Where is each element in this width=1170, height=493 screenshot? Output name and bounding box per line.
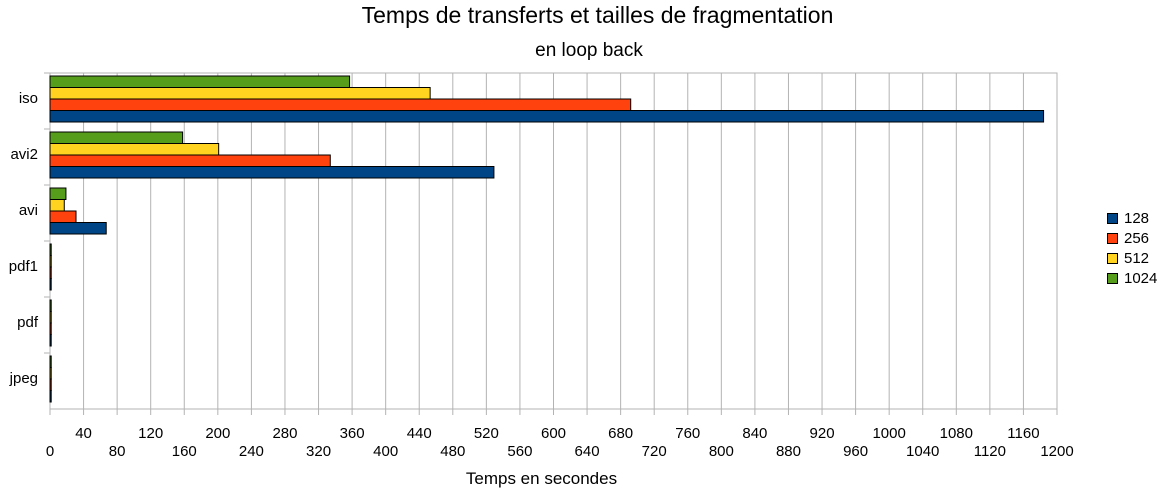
x-tick-label-600: 600 [541,425,566,442]
x-tick-label-560: 560 [507,443,532,460]
bar-pdf1-512 [49,255,52,268]
bar-pdf-128 [49,334,52,347]
legend-swatch-256 [1107,232,1118,244]
x-tick-label-520: 520 [474,425,499,442]
x-tick-label-400: 400 [373,443,398,460]
bar-iso-128 [49,110,1045,123]
legend-label-256: 256 [1124,229,1150,247]
legend-label-128: 128 [1124,209,1150,227]
chart-subtitle: en loop back [535,40,643,61]
bar-jpeg-512 [49,367,52,380]
legend-item-128: 128 [1107,208,1157,228]
legend-item-512: 512 [1107,248,1157,268]
x-tick-label-1200: 1200 [1040,443,1073,460]
legend-swatch-512 [1107,252,1118,264]
x-tick-label-720: 720 [642,443,667,460]
bar-avi-512 [49,199,65,212]
category-label-pdf: pdf [17,314,39,331]
bar-jpeg-1024 [49,355,52,368]
x-tick-label-960: 960 [843,443,868,460]
x-tick-label-1040: 1040 [906,443,939,460]
x-tick-label-320: 320 [306,443,331,460]
x-tick-label-1120: 1120 [974,443,1006,460]
bar-jpeg-256 [49,378,52,391]
bar-iso-256 [49,98,632,111]
x-tick-label-360: 360 [340,425,365,442]
bar-avi2-128 [49,166,495,179]
bar-avi-1024 [49,187,67,200]
bar-pdf1-256 [49,266,52,279]
x-tick-label-880: 880 [776,443,801,460]
bar-pdf1-1024 [49,243,52,256]
category-label-iso: iso [19,90,38,107]
x-tick-label-1160: 1160 [1007,425,1039,442]
x-tick-label-0: 0 [46,443,54,460]
bar-avi-128 [49,222,107,235]
legend-item-1024: 1024 [1107,268,1157,288]
x-tick-label-1000: 1000 [872,425,905,442]
x-tick-label-840: 840 [742,425,767,442]
bar-avi2-256 [49,154,331,167]
category-label-pdf1: pdf1 [9,258,38,275]
category-label-jpeg: jpeg [9,370,38,387]
x-tick-label-80: 80 [109,443,126,460]
x-tick-label-480: 480 [440,443,465,460]
bar-avi2-512 [49,143,220,156]
bar-pdf-256 [49,322,52,335]
legend-label-512: 512 [1124,249,1150,267]
bar-avi2-1024 [49,131,184,144]
legend-swatch-1024 [1107,272,1118,284]
bar-pdf-512 [49,311,52,324]
bar-iso-512 [49,87,431,100]
x-tick-label-120: 120 [138,425,163,442]
bar-avi-256 [49,210,77,223]
bar-pdf-1024 [49,299,52,312]
x-tick-label-680: 680 [608,425,633,442]
x-tick-label-440: 440 [407,425,432,442]
x-axis-label: Temps en secondes [465,469,618,488]
bar-iso-1024 [49,75,351,88]
legend: 128 256 512 1024 [1107,208,1157,288]
bar-pdf1-128 [49,278,52,291]
chart-title: Temps de transferts et tailles de fragme… [361,2,834,28]
x-tick-label-200: 200 [205,425,230,442]
category-label-avi: avi [19,202,38,219]
x-tick-label-800: 800 [709,443,734,460]
x-tick-label-1080: 1080 [940,425,973,442]
x-tick-label-40: 40 [75,425,92,442]
x-tick-label-760: 760 [675,425,700,442]
x-tick-label-160: 160 [172,443,197,460]
legend-swatch-128 [1107,212,1118,224]
bar-jpeg-128 [49,390,52,403]
legend-item-256: 256 [1107,228,1157,248]
category-label-avi2: avi2 [10,146,38,163]
x-tick-label-640: 640 [575,443,600,460]
legend-label-1024: 1024 [1124,269,1158,287]
x-tick-label-240: 240 [239,443,264,460]
x-tick-label-920: 920 [810,425,835,442]
x-tick-label-280: 280 [272,425,297,442]
